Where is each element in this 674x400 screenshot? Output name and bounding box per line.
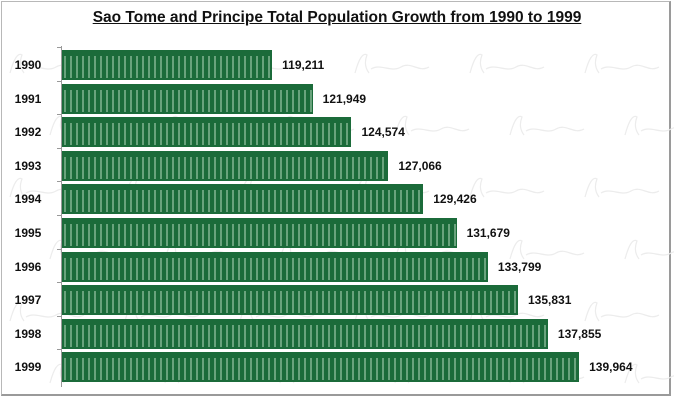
watermark-logo xyxy=(9,301,85,322)
y-tick-label: 1997 xyxy=(14,293,42,308)
bar-1993 xyxy=(62,150,389,181)
y-tick xyxy=(57,181,62,183)
watermark-logo xyxy=(469,53,545,74)
y-tick-label: 1990 xyxy=(14,58,42,72)
bar-1997 xyxy=(62,285,518,316)
y-tick-label: 1999 xyxy=(14,360,42,375)
watermark-logo xyxy=(584,177,660,198)
y-tick-label: 1994 xyxy=(14,192,42,207)
y-tick xyxy=(57,80,62,82)
bar-1994 xyxy=(62,184,424,215)
y-tick-label: 1991 xyxy=(14,91,42,106)
value-label: 127,066 xyxy=(398,158,442,173)
y-tick-label: 1993 xyxy=(14,158,42,173)
bar-1998 xyxy=(62,318,548,349)
value-label: 133,799 xyxy=(497,259,542,274)
watermark-logo xyxy=(469,177,545,198)
y-tick-label: 1995 xyxy=(14,226,42,240)
value-label: 137,855 xyxy=(557,326,602,341)
y-tick xyxy=(57,47,62,48)
value-label: 119,211 xyxy=(282,58,325,72)
chart-title: Sao Tome and Principe Total Population G… xyxy=(92,9,582,26)
value-label: 121,949 xyxy=(322,91,367,106)
bar-1992 xyxy=(62,117,352,148)
watermark-logo xyxy=(584,53,660,74)
y-tick xyxy=(57,349,62,351)
y-tick xyxy=(57,114,62,116)
y-tick-label: 1992 xyxy=(14,125,42,140)
watermark-logo xyxy=(394,115,470,136)
watermark-logo xyxy=(624,115,674,136)
watermark-logo xyxy=(509,239,585,260)
y-tick xyxy=(57,282,62,284)
y-tick-label: 1998 xyxy=(14,326,42,341)
bar-1996 xyxy=(62,251,488,282)
value-label: 131,679 xyxy=(466,226,510,240)
value-label: 124,574 xyxy=(361,125,405,140)
watermark-logo xyxy=(354,53,430,74)
bar-1999 xyxy=(62,352,580,383)
y-axis-line xyxy=(61,46,62,387)
y-tick xyxy=(57,147,62,149)
bar-1995 xyxy=(62,218,457,248)
value-label: 139,964 xyxy=(589,360,633,375)
bar-1990 xyxy=(62,50,273,80)
value-label: 129,426 xyxy=(433,192,477,207)
y-tick xyxy=(57,315,62,317)
y-tick xyxy=(57,215,62,216)
y-tick-label: 1996 xyxy=(14,259,42,274)
value-label: 135,831 xyxy=(527,293,572,308)
watermark-logo xyxy=(624,363,674,384)
watermark-logo xyxy=(624,239,674,260)
bar-1991 xyxy=(62,83,313,114)
watermark-logo xyxy=(509,115,585,136)
y-tick xyxy=(57,248,62,250)
watermark-logo xyxy=(584,301,660,322)
